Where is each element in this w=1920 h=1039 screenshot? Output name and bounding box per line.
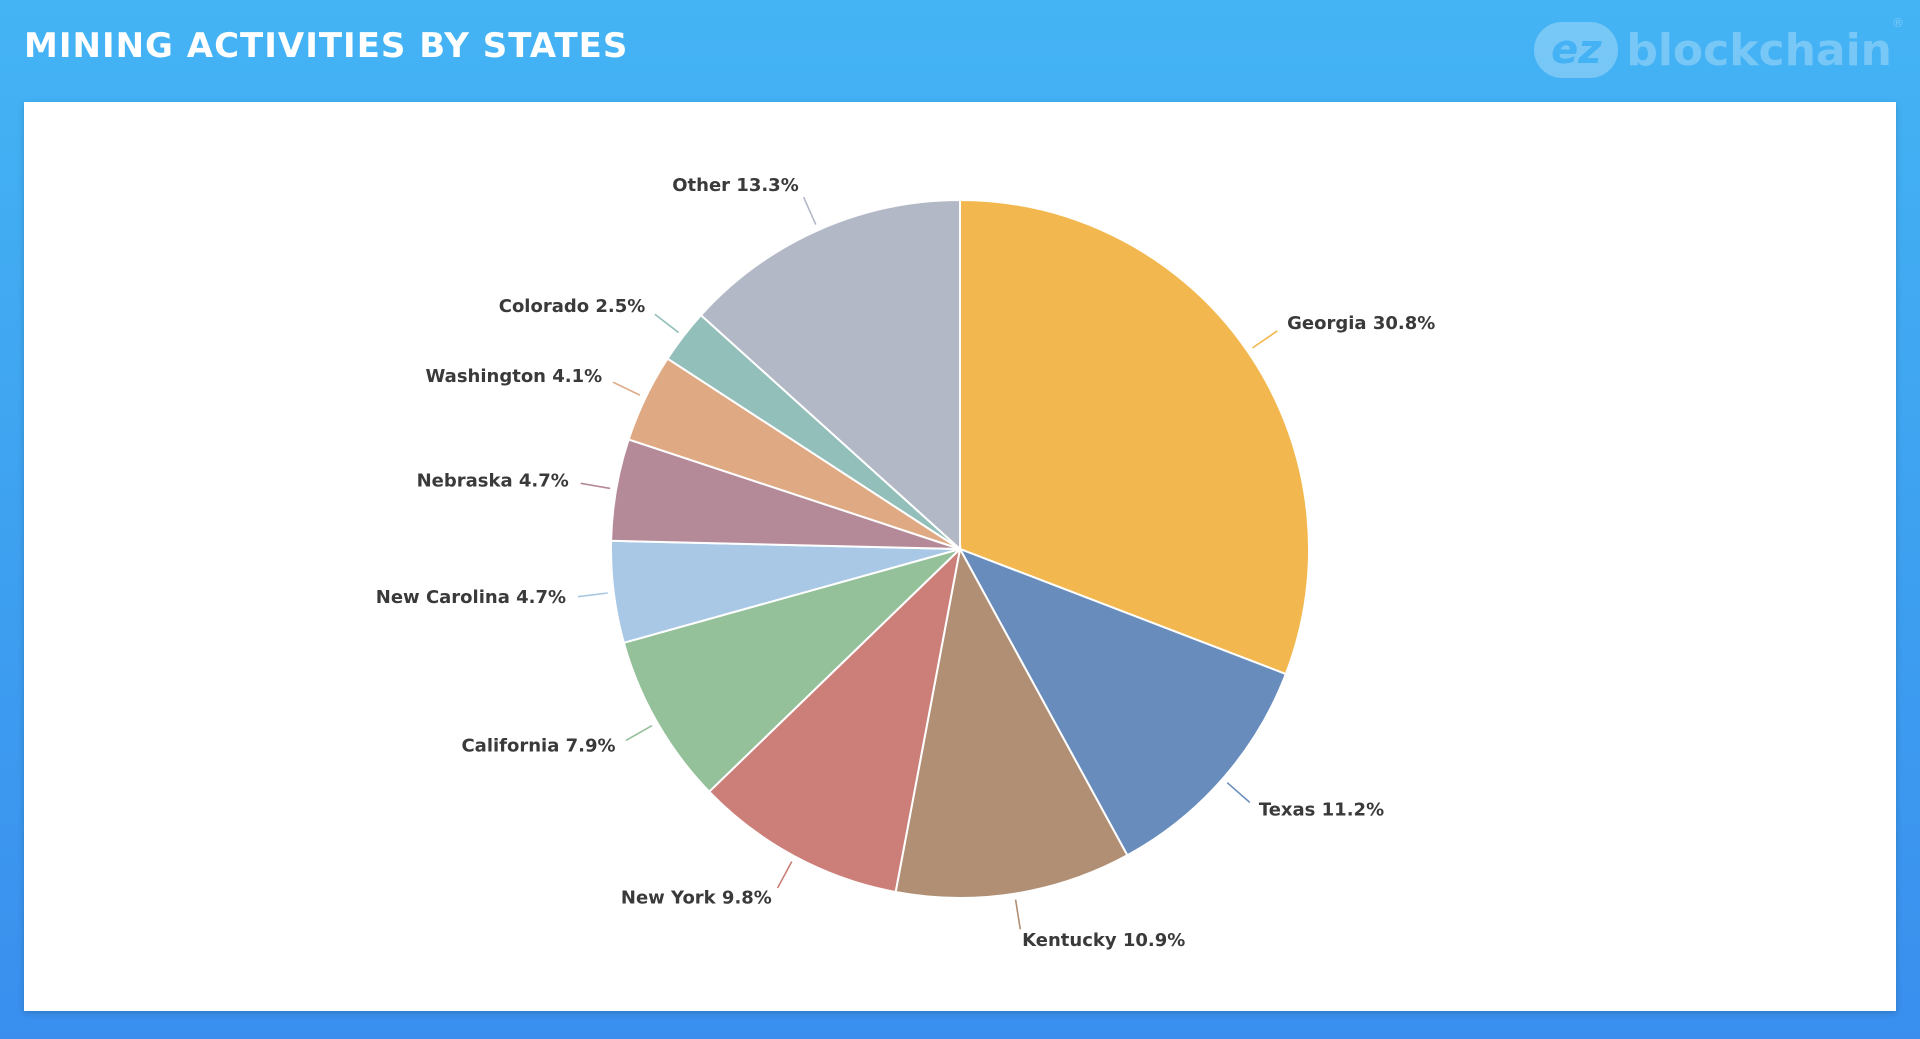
brand-logo: ez blockchain ®: [1534, 16, 1904, 78]
leader-line-new-carolina: [577, 592, 608, 598]
registered-mark: ®: [1892, 16, 1904, 30]
pie-slice-new-york[interactable]: [707, 546, 962, 894]
leader-line-california: [625, 724, 653, 742]
pie-slices: [610, 198, 1310, 899]
slice-label-nebraska: Nebraska 4.7%: [417, 470, 569, 491]
logo-text: blockchain: [1626, 24, 1892, 76]
logo-mark: ez: [1534, 22, 1619, 78]
slice-labels: Georgia 30.8% Texas 11.2% Kentucky 10.9% Ne…: [376, 175, 1436, 951]
chart-panel: Georgia 30.8% Texas 11.2% Kentucky 10.9% Ne…: [24, 102, 1896, 1011]
slice-label-kentucky: Kentucky 10.9%: [1022, 930, 1185, 951]
leader-line-nebraska: [580, 482, 611, 490]
pie-chart: Georgia 30.8% Texas 11.2% Kentucky 10.9% Ne…: [376, 175, 1436, 951]
slice-label-texas: Texas 11.2%: [1259, 799, 1384, 820]
slice-label-new-carolina: New Carolina 4.7%: [376, 587, 566, 608]
leader-line-other: [802, 196, 817, 225]
leader-line-colorado: [654, 313, 680, 334]
pie-slice-other[interactable]: [699, 198, 961, 552]
leader-line-kentucky: [1014, 899, 1022, 930]
pie-slice-kentucky[interactable]: [894, 546, 1129, 899]
leader-line-washington: [612, 381, 641, 396]
label-leader-lines: [577, 196, 1278, 930]
slice-label-washington: Washington 4.1%: [425, 366, 602, 387]
slice-label-california: California 7.9%: [461, 735, 615, 756]
slice-label-other: Other 13.3%: [672, 175, 799, 196]
pie-slice-texas[interactable]: [957, 547, 1288, 857]
leader-line-texas: [1226, 782, 1251, 804]
page-title: MINING ACTIVITIES BY STATES: [24, 26, 629, 66]
pie-slice-california[interactable]: [622, 548, 961, 794]
slice-label-new-york: New York 9.8%: [621, 888, 772, 909]
slice-label-colorado: Colorado 2.5%: [499, 296, 646, 317]
leader-line-new-york: [776, 861, 793, 889]
leader-line-georgia: [1252, 330, 1278, 349]
pie-slice-georgia[interactable]: [959, 198, 1310, 676]
slice-label-georgia: Georgia 30.8%: [1287, 313, 1435, 334]
